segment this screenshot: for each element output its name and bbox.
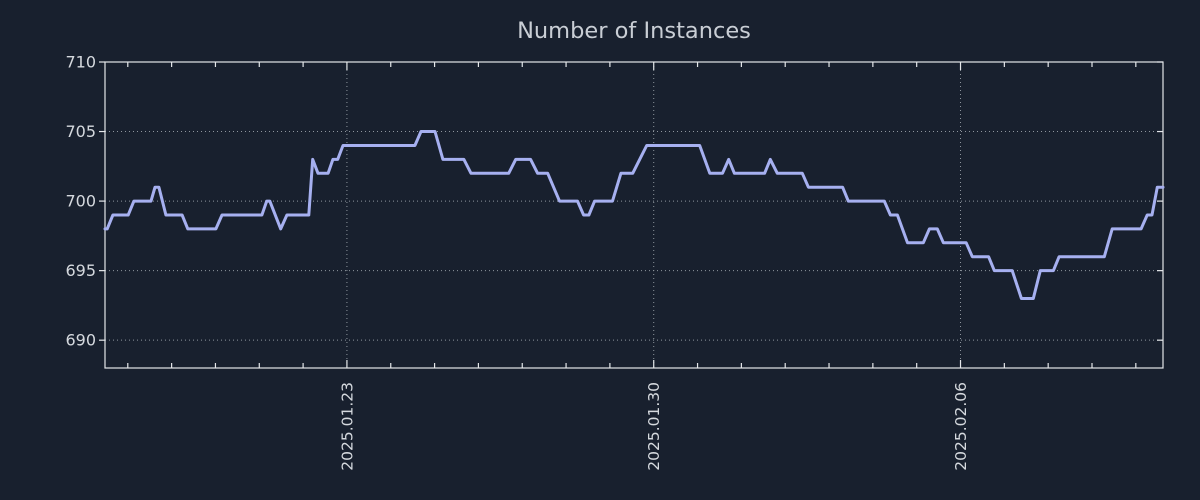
y-tick-label: 705: [65, 122, 96, 141]
y-tick-label: 695: [65, 261, 96, 280]
x-tick-label: 2025.02.06: [952, 382, 970, 471]
y-tick-label: 700: [65, 192, 96, 211]
plot-border: [104, 61, 1164, 369]
plot-area: 690 695 700 705 710 2025.01.23 2025.01.30 2025.…: [65, 53, 1165, 471]
chart-title: Number of Instances: [517, 18, 751, 44]
y-tick-label: 710: [65, 53, 96, 72]
x-tick-label: 2025.01.30: [645, 382, 663, 471]
y-tick-label: 690: [65, 331, 96, 350]
series-line-instances: [103, 130, 1165, 300]
x-tick-label: 2025.01.23: [338, 382, 356, 471]
